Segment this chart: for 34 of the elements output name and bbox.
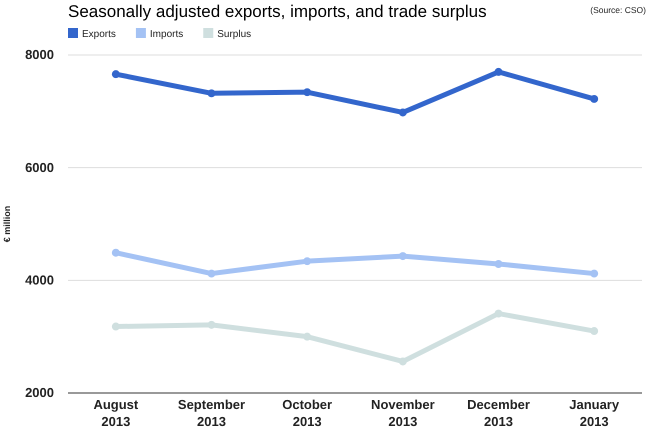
- text: (Source: CSO): [590, 5, 646, 15]
- point: [112, 248, 120, 257]
- point: [303, 332, 312, 341]
- point: [303, 257, 312, 266]
- y-tick-label: 8000: [25, 47, 54, 62]
- y-tick-label: 2000: [25, 385, 54, 400]
- y-tick-label: 4000: [25, 272, 54, 288]
- point: [208, 89, 216, 98]
- point: [398, 357, 407, 366]
- point: [494, 260, 502, 268]
- point: [590, 327, 598, 336]
- chart-title: Seasonally adjusted exports, imports, and trade surplus: [68, 2, 487, 21]
- point: [590, 270, 598, 278]
- legend-label: Exports: [82, 29, 116, 40]
- x-tick-label: September 2013: [178, 397, 246, 429]
- point: [208, 320, 216, 329]
- point: [398, 108, 407, 116]
- point: [494, 68, 502, 76]
- x-tick-label: January 2013: [569, 397, 620, 429]
- point: [208, 270, 216, 278]
- x-tick-label: October 2013: [282, 397, 332, 429]
- y-axis-title: € million: [2, 206, 12, 242]
- legend-label: Surplus: [217, 29, 252, 40]
- x-tick-label: December 2013: [467, 397, 530, 429]
- x-tick-label: August 2013: [93, 397, 139, 429]
- point: [112, 70, 120, 78]
- legend-label: Imports: [150, 29, 184, 40]
- point: [112, 322, 120, 331]
- y-tick-label: 6000: [25, 160, 54, 175]
- point: [398, 252, 407, 260]
- x-tick-label: November 2013: [371, 397, 435, 429]
- point: [303, 88, 312, 96]
- point: [590, 94, 598, 103]
- point: [494, 310, 502, 318]
